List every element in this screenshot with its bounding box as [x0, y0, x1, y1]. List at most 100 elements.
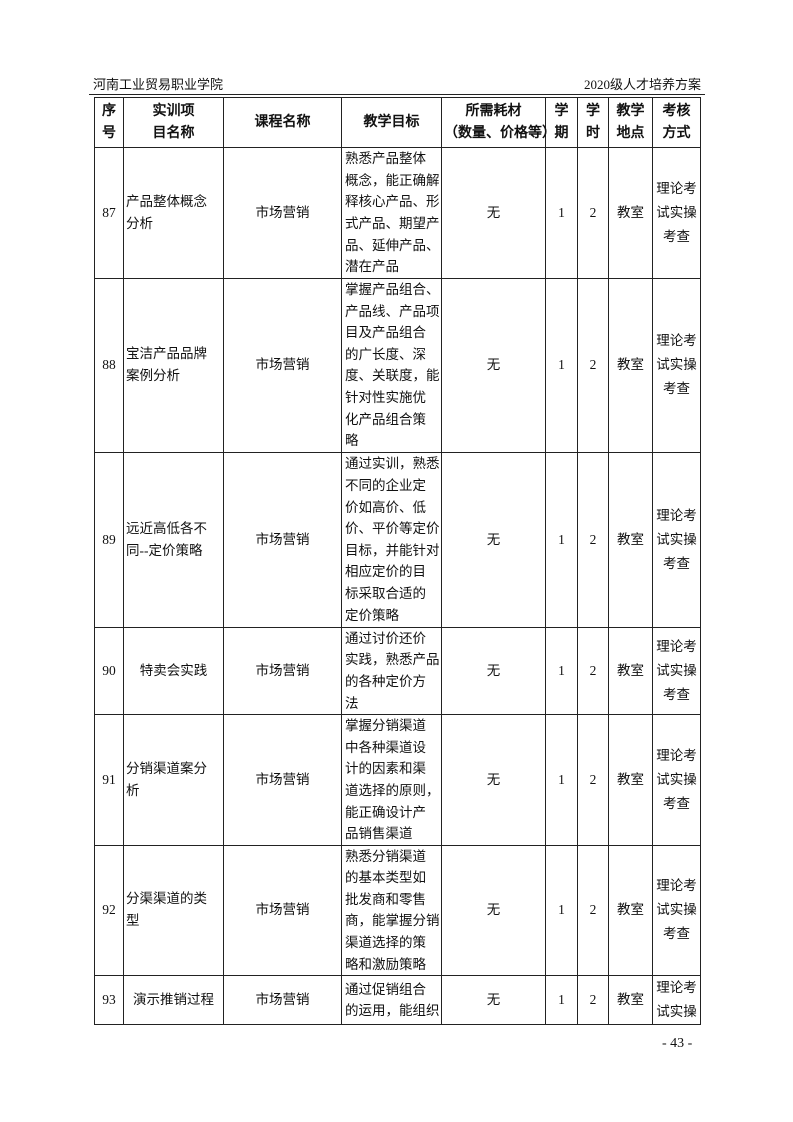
text-line: 中各种渠道设 [345, 739, 426, 755]
text-line: 理论考 [656, 181, 697, 196]
cell-material: 无 [441, 626, 546, 716]
cell-place: 教室 [608, 975, 653, 1026]
text-line: 品销售渠道 [345, 826, 413, 842]
cell-no: 90 [94, 626, 124, 716]
cell-place: 教室 [608, 844, 653, 977]
text-line: 课程名称 [254, 114, 311, 130]
cell-course: 市场营销 [223, 626, 342, 716]
text-line: 试实操 [656, 771, 697, 787]
cell-assess: 理论考 试实操 考查 [652, 278, 701, 453]
table-row: 88 宝洁产品品牌 案例分析 市场营销 掌握产品组合、 产品线、产品项 目及产品组合 的广长度… [94, 278, 701, 453]
cell-term: 1 [545, 147, 578, 279]
column-header: 教学 地点 [608, 97, 653, 148]
text-line: 试实操 [656, 902, 697, 918]
cell-no: 89 [94, 451, 124, 628]
text-line: 考查 [663, 926, 690, 942]
cell-place: 教室 [608, 278, 653, 453]
cell-hours: 2 [577, 975, 609, 1026]
text-line: 实训项 [152, 103, 195, 119]
column-header: 学期 [545, 97, 578, 148]
text-line: 教学目标 [363, 114, 420, 130]
text-line: 不同的企业定 [345, 477, 426, 493]
text-line: 通过讨价还价 [345, 630, 426, 646]
cell-name: 产品整体概念 分析 [123, 147, 224, 279]
text-line: 试实操 [656, 357, 697, 373]
text-line: 特卖会实践 [139, 662, 208, 678]
text-line: 考查 [663, 686, 690, 702]
text-line: 号 [102, 125, 116, 141]
cell-assess: 理论考 试实操 考查 [652, 714, 701, 846]
cell-hours: 2 [577, 451, 609, 628]
table-row: 91 分销渠道案分析市场营销 掌握分销渠道 中各种渠道设 计的因素和渠 道选择的原则， 能正… [94, 714, 701, 846]
training-table: 序号实训项 目名称 课程名称 教学目标 所需耗材 （数量、价格等）学期学时教学 地点 考核 方式… [94, 97, 701, 1026]
text-line: 目及产品组合 [345, 325, 426, 341]
text-line: 熟悉分销渠道 [345, 848, 426, 864]
cell-no: 87 [94, 147, 124, 279]
text-line: 远近高低各不 [126, 520, 207, 536]
cell-no: 92 [94, 844, 124, 977]
column-header: 课程名称 [223, 97, 342, 148]
text-line: 理论考 [656, 980, 697, 996]
cell-hours: 2 [577, 626, 609, 716]
header-right: 2020级人才培养方案 [583, 77, 701, 92]
column-header: 所需耗材 （数量、价格等） [441, 97, 556, 148]
cell-course: 市场营销 [223, 714, 342, 846]
cell-assess: 理论考 试实操 [652, 975, 701, 1026]
column-header: 教学目标 [341, 97, 442, 148]
text-line: 潜在产品 [345, 259, 399, 275]
cell-term: 1 [545, 714, 578, 846]
text-line: 分销渠道案分 [126, 760, 207, 776]
text-line: 理论考 [656, 747, 697, 763]
text-line: 分析 [126, 216, 153, 231]
cell-goal: 掌握分销渠道 中各种渠道设 计的因素和渠 道选择的原则， 能正确设计产 品销售渠道 [341, 714, 442, 846]
column-header: 考核 方式 [652, 97, 701, 148]
cell-material: 无 [441, 844, 546, 977]
text-line: 案例分析 [126, 368, 180, 384]
text-line: 期 [554, 125, 569, 141]
text-line: 时 [586, 125, 600, 141]
text-line: 试实操 [656, 662, 697, 678]
text-line: 学 [554, 103, 569, 119]
cell-name: 宝洁产品品牌 案例分析 [123, 278, 224, 453]
cell-place: 教室 [608, 451, 653, 628]
cell-course: 市场营销 [223, 147, 342, 279]
table-row: 92 分渠渠道的类型市场营销 熟悉分销渠道 的基本类型如 批发商和零售 商，能掌握分销 渠道… [94, 844, 701, 977]
text-line: 演示推销过程 [133, 992, 214, 1008]
cell-no: 88 [94, 278, 124, 453]
text-line: 产品整体概念 [126, 194, 207, 209]
table-row: 93 演示推销过程 市场营销 通过促销组合 的运用，能组织无 1 2 教室 理论考 试实操 [94, 975, 701, 1026]
text-line: 试实操 [656, 531, 697, 547]
cell-course: 市场营销 [223, 451, 342, 628]
text-line: 度、关联度，能 [345, 368, 440, 384]
text-line: 考查 [663, 229, 690, 244]
table-row: 90 特卖会实践 市场营销 通过讨价还价 实践，熟悉产品 的各种定价方法无 1 2 教室 理论考试… [94, 626, 701, 716]
cell-name: 特卖会实践 [123, 626, 224, 716]
text-line: 宝洁产品品牌 [126, 346, 207, 362]
cell-course: 市场营销 [223, 975, 342, 1026]
cell-goal: 熟悉产品整体 概念，能正确解 释核心产品、形 式产品、期望产 品、延伸产品、 潜在产品 [341, 147, 442, 279]
text-line: 渠道选择的策 [345, 935, 426, 951]
cell-no: 91 [94, 714, 124, 846]
text-line: 的基本类型如 [345, 870, 426, 886]
text-line: 理论考 [656, 333, 697, 349]
text-line: 价、平价等定价 [345, 521, 440, 537]
cell-assess: 理论考 试实操 考查 [652, 147, 701, 279]
cell-hours: 2 [577, 278, 609, 453]
text-line: 分渠渠道的类 [126, 891, 207, 907]
cell-material: 无 [441, 278, 546, 453]
text-line: 目名称 [152, 125, 195, 141]
text-line: 略 [345, 433, 359, 449]
cell-material: 无 [441, 147, 546, 279]
cell-goal: 通过讨价还价 实践，熟悉产品 的各种定价方法 [341, 626, 442, 716]
cell-term: 1 [545, 844, 578, 977]
text-line: 通过实训，熟悉 [345, 456, 440, 472]
text-line: 定价策略 [345, 607, 399, 623]
cell-assess: 理论考 试实操 考查 [652, 844, 701, 977]
cell-no: 93 [94, 975, 124, 1026]
cell-hours: 2 [577, 714, 609, 846]
column-header: 实训项 目名称 [123, 97, 224, 148]
cell-name: 演示推销过程 [123, 975, 224, 1026]
cell-assess: 理论考 试实操 考查 [652, 451, 701, 628]
cell-term: 1 [545, 626, 578, 716]
